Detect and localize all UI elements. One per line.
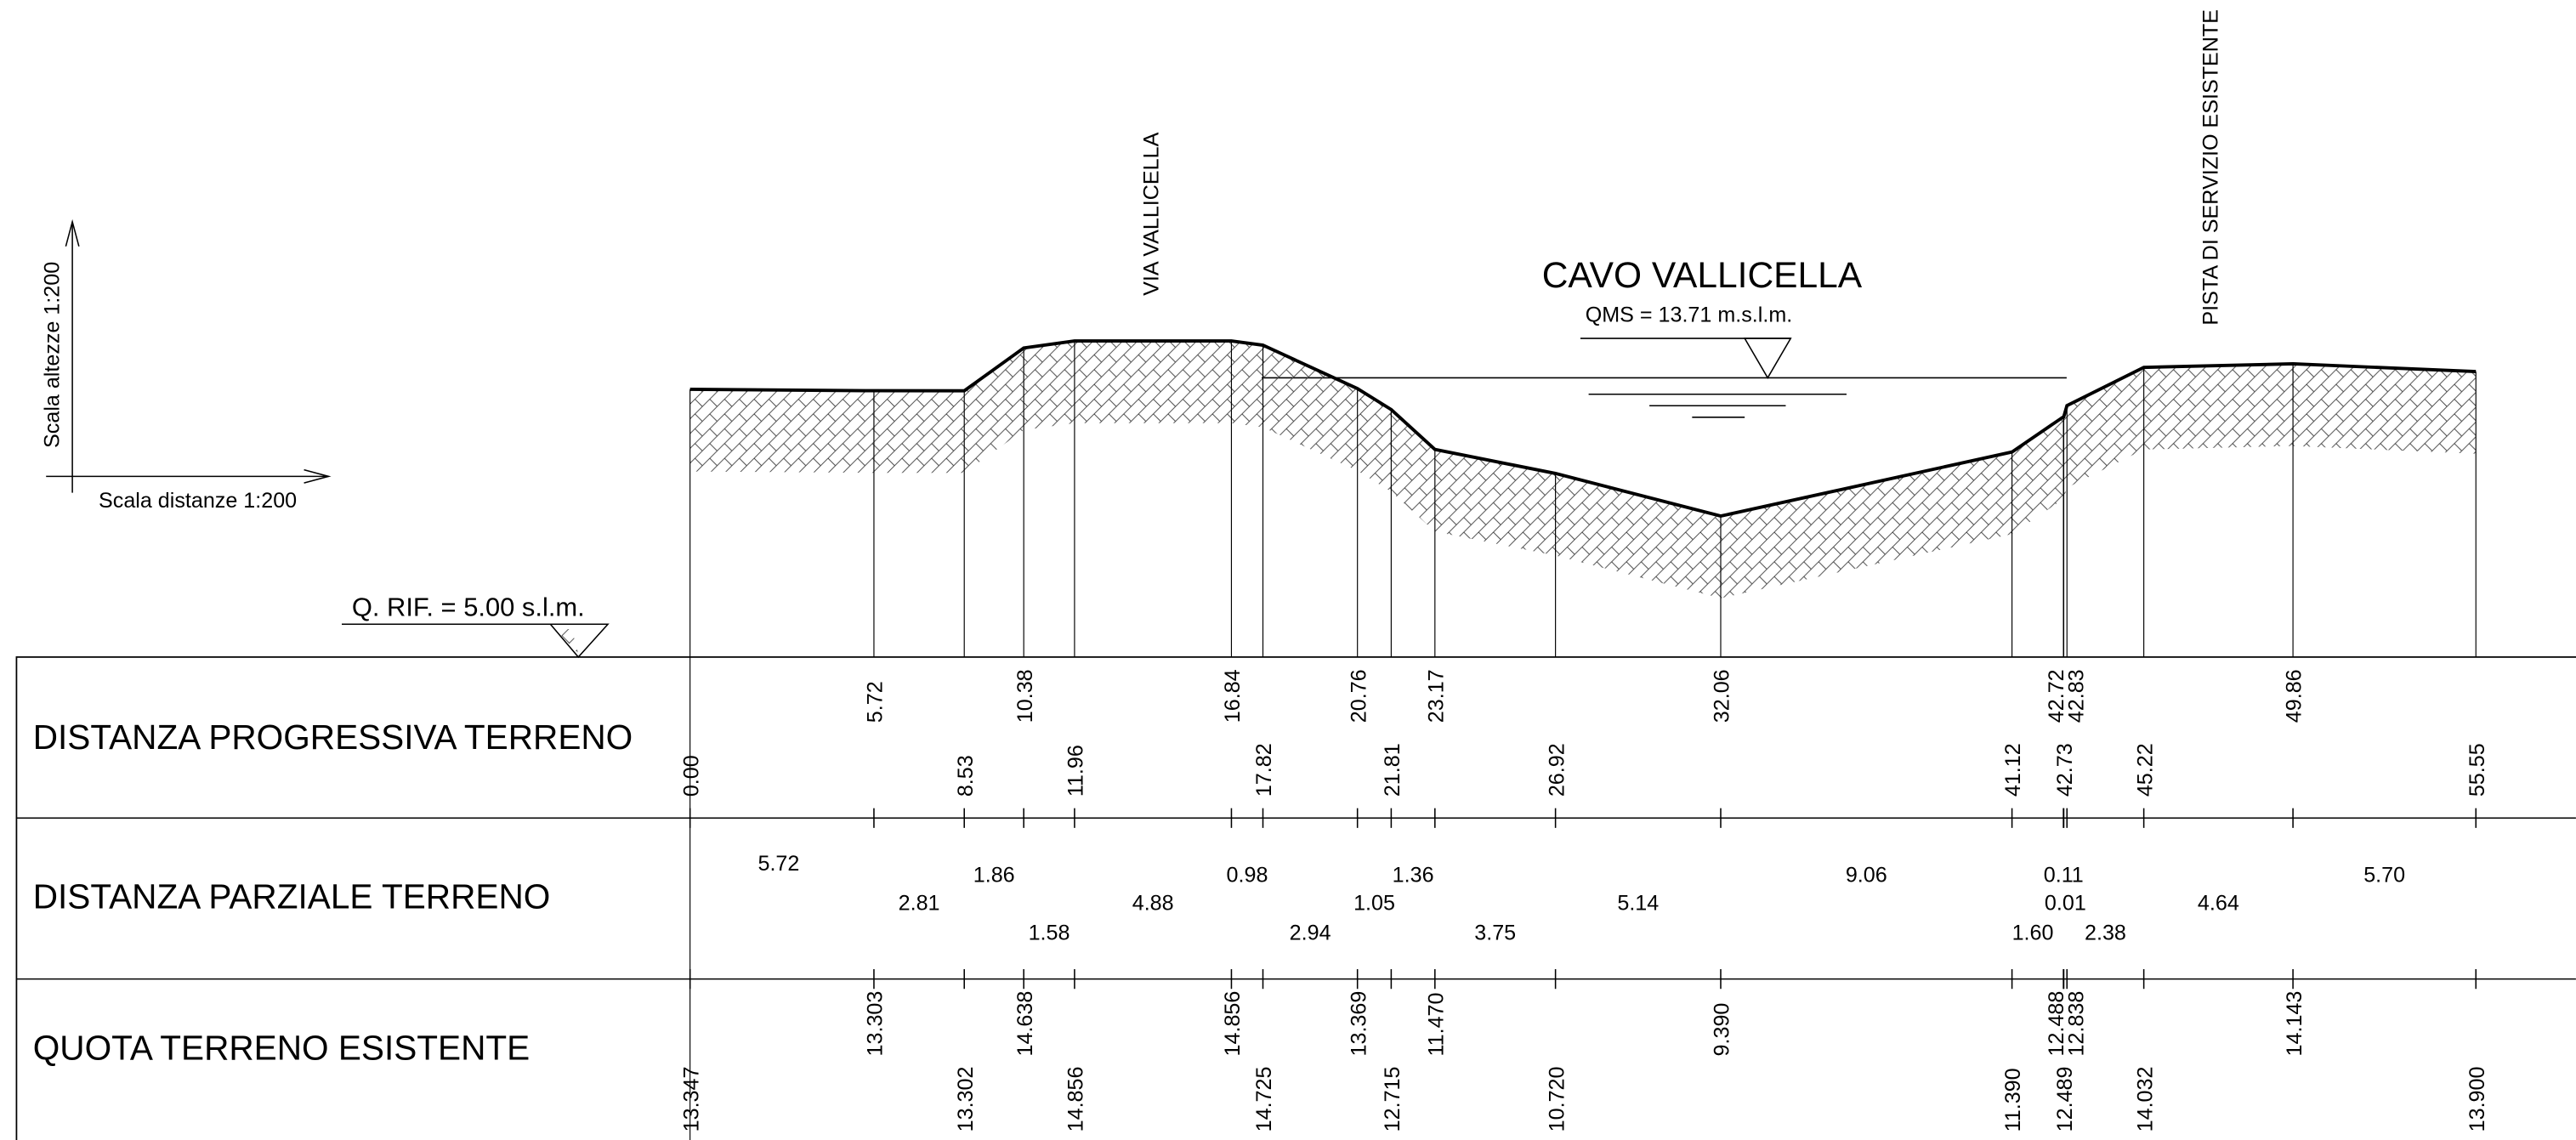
reference-hatch — [555, 629, 579, 655]
partial-label: 5.72 — [757, 852, 799, 876]
elevation-label: 13.369 — [1347, 991, 1370, 1057]
partial-label: 1.05 — [1353, 891, 1395, 915]
station-label: 41.12 — [2001, 743, 2025, 797]
elevation-label: 9.390 — [1711, 1003, 1734, 1057]
elevation-label: 14.143 — [2283, 991, 2306, 1057]
station-label: 42.73 — [2053, 743, 2077, 797]
station-label: 8.53 — [954, 755, 978, 797]
station-label: 11.96 — [1064, 745, 1088, 797]
station-label: 32.06 — [1711, 669, 1734, 723]
elevation-label: 10.720 — [1545, 1067, 1569, 1132]
station-label: 55.55 — [2465, 743, 2489, 797]
row-label: DISTANZA PARZIALE TERRENO — [33, 877, 551, 916]
station-label: 45.22 — [2133, 743, 2157, 797]
station-label: 0.00 — [679, 755, 703, 797]
partial-label: 0.01 — [2045, 891, 2086, 915]
partial-label: 5.70 — [2363, 864, 2405, 888]
station-label: 26.92 — [1545, 743, 1569, 797]
annotation: PISTA DI SERVIZIO ESISTENTE — [2199, 9, 2223, 326]
partial-label: 3.75 — [1474, 921, 1516, 944]
partial-label: 2.38 — [2085, 921, 2126, 944]
elevation-label: 12.715 — [1381, 1067, 1404, 1132]
station-label: 21.81 — [1381, 743, 1404, 797]
station-label: 42.72 — [2045, 669, 2068, 723]
qms-label: QMS = 13.71 m.s.l.m. — [1586, 303, 1792, 327]
partial-label: 2.81 — [899, 891, 940, 915]
elevation-label: 14.856 — [1064, 1067, 1088, 1132]
elevation-label: 12.488 — [2045, 991, 2068, 1057]
water-symbol — [1743, 337, 1792, 379]
partial-label: 9.06 — [1846, 864, 1887, 888]
station-label: 20.76 — [1347, 669, 1370, 723]
scale-label: Scala distanze 1:200 — [99, 489, 297, 513]
elevation-label: 14.638 — [1013, 991, 1037, 1057]
partial-label: 1.36 — [1393, 864, 1434, 888]
section-title: CAVO VALLICELLA — [1542, 256, 1863, 296]
elevation-label: 12.489 — [2053, 1067, 2077, 1132]
partial-label: 5.14 — [1617, 891, 1659, 915]
partial-label: 1.86 — [973, 864, 1015, 888]
row-label: QUOTA TERRENO ESISTENTE — [33, 1028, 531, 1067]
partial-label: 1.58 — [1029, 921, 1070, 944]
reference-symbol — [548, 623, 610, 659]
elevation-label: 11.470 — [1424, 993, 1448, 1057]
row-label: DISTANZA PROGRESSIVA TERRENO — [33, 717, 633, 757]
elevation-label: 13.302 — [954, 1067, 978, 1132]
annotation: VIA VALLICELLA — [1139, 132, 1163, 295]
station-label: 17.82 — [1252, 743, 1276, 797]
station-label: 49.86 — [2283, 669, 2306, 723]
station-label: 42.83 — [2065, 669, 2089, 723]
elevation-label: 11.390 — [2001, 1068, 2025, 1131]
partial-label: 1.60 — [2012, 921, 2054, 944]
elevation-label: 14.032 — [2133, 1067, 2157, 1132]
elevation-label: 13.303 — [864, 991, 888, 1057]
elevation-label: 13.900 — [2465, 1067, 2489, 1132]
station-label: 10.38 — [1013, 669, 1037, 723]
elevation-label: 14.725 — [1252, 1067, 1276, 1132]
partial-label: 2.94 — [1290, 921, 1331, 944]
arrow — [304, 468, 332, 484]
partial-label: 4.64 — [2198, 891, 2239, 915]
soil-hatch — [689, 341, 2477, 598]
station-label: 16.84 — [1221, 669, 1245, 723]
partial-label: 4.88 — [1132, 891, 1174, 915]
partial-label: 0.11 — [2044, 864, 2084, 888]
table-frame — [15, 656, 2576, 1140]
elevation-label: 12.838 — [2065, 991, 2089, 1057]
elevation-label: 13.347 — [679, 1067, 703, 1132]
station-label: 23.17 — [1424, 669, 1448, 723]
elevation-label: 14.856 — [1221, 991, 1245, 1057]
arrow — [65, 218, 80, 247]
partial-label: 0.98 — [1227, 864, 1268, 888]
station-label: 5.72 — [864, 681, 888, 723]
reference-label: Q. RIF. = 5.00 s.l.m. — [352, 593, 585, 622]
scale-label: Scala altezze 1:200 — [41, 262, 65, 448]
